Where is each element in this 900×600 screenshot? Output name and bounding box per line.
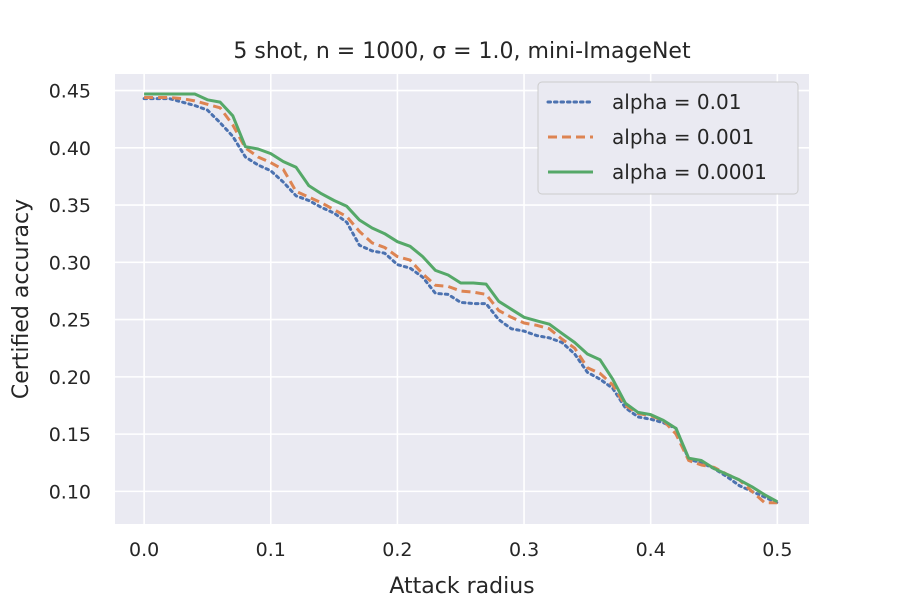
y-axis-ticks: 0.10 0.15 0.20 0.25 0.30 0.35 0.40 0.45 xyxy=(49,81,91,504)
legend: alpha = 0.01 alpha = 0.001 alpha = 0.0001 xyxy=(537,81,799,195)
x-axis-label: Attack radius xyxy=(389,574,534,599)
y-tick-label: 0.35 xyxy=(49,195,91,217)
series-line-3 xyxy=(144,92,779,504)
x-axis-ticks: 0.0 0.1 0.2 0.3 0.4 0.5 xyxy=(129,539,792,561)
y-tick-label: 0.10 xyxy=(49,481,91,503)
y-tick-label: 0.25 xyxy=(49,310,91,332)
legend-label-2: alpha = 0.001 xyxy=(612,125,754,149)
chart-title: 5 shot, n = 1000, σ = 1.0, mini-ImageNet xyxy=(233,39,691,64)
legend-label-1: alpha = 0.01 xyxy=(612,90,741,114)
plot-lines xyxy=(142,92,779,505)
grid xyxy=(115,74,809,524)
x-tick-label: 0.4 xyxy=(636,539,666,561)
y-tick-label: 0.20 xyxy=(49,367,91,389)
series-line-2 xyxy=(144,96,778,505)
x-tick-label: 0.3 xyxy=(509,539,539,561)
y-tick-label: 0.40 xyxy=(49,138,91,160)
y-tick-label: 0.30 xyxy=(49,252,91,274)
x-tick-label: 0.0 xyxy=(129,539,159,561)
x-tick-label: 0.1 xyxy=(256,539,286,561)
x-tick-label: 0.5 xyxy=(762,539,792,561)
y-tick-label: 0.15 xyxy=(49,424,91,446)
legend-label-3: alpha = 0.0001 xyxy=(612,160,767,184)
x-tick-label: 0.2 xyxy=(382,539,412,561)
y-axis-label: Certified accuracy xyxy=(9,199,34,399)
legend-box xyxy=(537,81,799,195)
y-tick-label: 0.45 xyxy=(49,81,91,103)
